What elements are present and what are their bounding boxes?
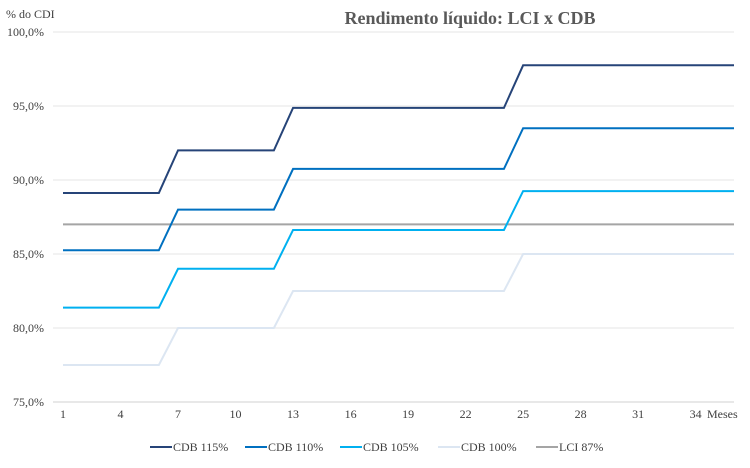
- x-tick-label: 7: [175, 407, 181, 421]
- y-tick-label: 95,0%: [13, 99, 44, 113]
- series-line-cdb-115-: [63, 64, 734, 194]
- x-tick-label: 1: [60, 407, 66, 421]
- x-tick-label: 19: [402, 407, 414, 421]
- series-line-cdb-100-: [63, 253, 734, 366]
- x-tick-label: 10: [230, 407, 242, 421]
- series-line-cdb-105-: [63, 190, 734, 309]
- x-tick-label: 4: [118, 407, 124, 421]
- y-tick-label: 100,0%: [7, 25, 44, 39]
- legend-label: LCI 87%: [559, 440, 603, 454]
- x-tick-label: 25: [517, 407, 529, 421]
- x-tick-label: 28: [575, 407, 587, 421]
- legend-label: CDB 100%: [461, 440, 517, 454]
- x-tick-label: 31: [632, 407, 644, 421]
- x-tick-label: 22: [460, 407, 472, 421]
- y-axis-label: % do CDI: [6, 7, 55, 21]
- y-tick-label: 85,0%: [13, 247, 44, 261]
- x-tick-label: 34: [690, 407, 702, 421]
- y-tick-label: 80,0%: [13, 321, 44, 335]
- legend-label: CDB 115%: [173, 440, 228, 454]
- x-tick-label: 13: [287, 407, 299, 421]
- y-tick-label: 90,0%: [13, 173, 44, 187]
- legend-label: CDB 110%: [268, 440, 323, 454]
- y-tick-label: 75,0%: [13, 395, 44, 409]
- series-line-cdb-110-: [63, 127, 734, 252]
- legend-label: CDB 105%: [363, 440, 419, 454]
- x-axis-label: Meses: [707, 407, 738, 421]
- chart-title: Rendimento líquido: LCI x CDB: [344, 8, 595, 28]
- x-tick-label: 16: [345, 407, 357, 421]
